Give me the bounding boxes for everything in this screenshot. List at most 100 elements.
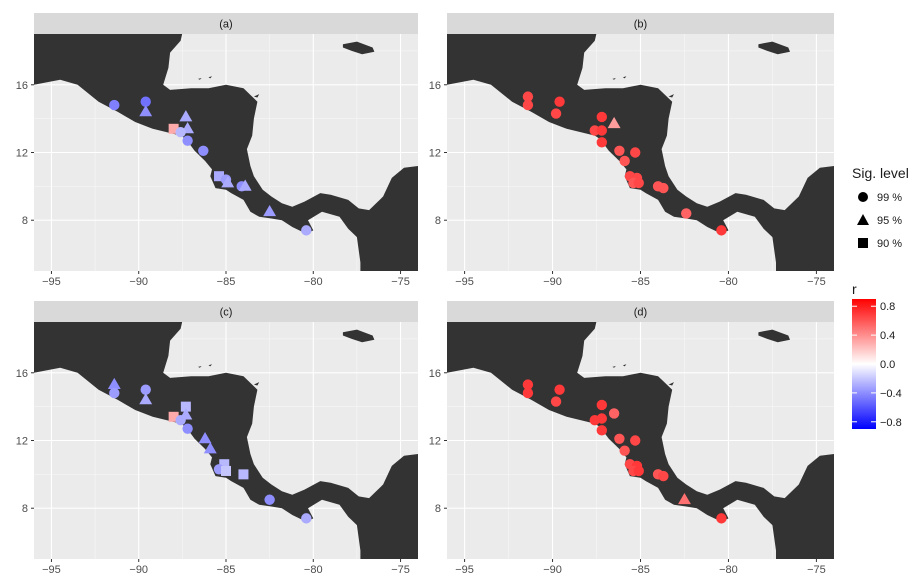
x-tick-label: −85 xyxy=(631,564,650,576)
land-island xyxy=(208,76,212,79)
panel-plot-area xyxy=(447,34,834,271)
x-tick-label: −90 xyxy=(129,564,148,576)
land-island xyxy=(208,364,212,367)
station-point-circle xyxy=(619,155,630,167)
y-tick-label: 16 xyxy=(429,80,441,92)
station-point-circle xyxy=(264,494,275,505)
land-island xyxy=(198,78,202,80)
panel-title: (c) xyxy=(220,307,233,319)
station-point-circle xyxy=(109,99,120,111)
land-island xyxy=(612,366,616,368)
panel-plot-area xyxy=(34,34,418,271)
station-point-square xyxy=(214,171,225,182)
x-tick-label: −75 xyxy=(807,564,826,576)
station-point-circle xyxy=(301,225,312,236)
legend-square-icon xyxy=(858,238,868,248)
station-point-circle xyxy=(550,108,562,119)
station-point-triangle xyxy=(221,176,235,188)
y-tick-label: 8 xyxy=(22,503,28,515)
y-tick-label: 16 xyxy=(16,80,28,92)
station-point-circle xyxy=(596,425,607,436)
land-mainland xyxy=(447,34,834,271)
land-mainland xyxy=(34,34,418,271)
station-point-circle xyxy=(614,145,625,157)
legend-significance: Sig. level 99 % 95 % 90 % xyxy=(852,165,909,250)
station-point-square xyxy=(168,123,179,134)
station-point-circle xyxy=(554,96,565,107)
x-tick-label: −75 xyxy=(391,276,410,288)
land-mainland xyxy=(447,322,834,559)
station-point-circle xyxy=(716,225,727,236)
station-point-circle xyxy=(681,208,692,219)
panel-strip xyxy=(447,301,834,322)
panel-title: (b) xyxy=(634,19,647,31)
x-tick-label: −75 xyxy=(807,276,826,288)
y-tick-label: 12 xyxy=(16,148,28,160)
station-point-circle xyxy=(301,513,312,524)
station-point-triangle xyxy=(203,442,217,454)
panel-strip xyxy=(34,301,418,322)
station-point-circle xyxy=(522,99,534,111)
y-tick-label: 16 xyxy=(16,368,28,380)
station-point-circle xyxy=(596,137,607,148)
station-point-circle xyxy=(140,96,151,107)
land-island xyxy=(758,41,790,55)
y-tick-label: 16 xyxy=(429,368,441,380)
station-point-square xyxy=(180,401,191,412)
station-point-circle xyxy=(109,387,120,399)
y-tick-label: 12 xyxy=(16,436,28,448)
legend-sig-items: 99 % 95 % 90 % xyxy=(857,192,902,250)
station-point-circle xyxy=(633,177,644,189)
station-point-triangle xyxy=(198,432,212,444)
land-island xyxy=(668,94,674,98)
station-point-circle xyxy=(658,182,669,194)
station-point-circle xyxy=(608,408,620,419)
land-island xyxy=(342,329,375,343)
station-point-circle xyxy=(182,135,193,146)
station-point-circle xyxy=(522,91,534,102)
x-tick-label: −80 xyxy=(304,564,323,576)
legend-sig-title: Sig. level xyxy=(852,165,909,181)
land-island xyxy=(198,366,202,368)
x-tick-label: −95 xyxy=(42,276,61,288)
station-point-square xyxy=(219,459,230,470)
station-point-circle xyxy=(522,387,534,399)
legend-triangle-icon xyxy=(857,214,869,225)
station-point-circle xyxy=(550,396,562,407)
station-point-triangle xyxy=(263,204,277,217)
legend-sig-label: 95 % xyxy=(877,215,902,227)
panel-title: (d) xyxy=(634,307,647,319)
station-point-circle xyxy=(596,111,607,123)
land-island xyxy=(612,78,616,80)
legend-sig-label: 90 % xyxy=(877,238,902,250)
station-point-triangle xyxy=(179,110,193,122)
station-point-circle xyxy=(175,414,186,426)
legend-colorbar: r 0.8 0.4 0.0 −0.4 −0.8 xyxy=(852,281,902,429)
land-island xyxy=(253,382,260,386)
x-tick-label: −85 xyxy=(631,276,650,288)
x-tick-label: −90 xyxy=(543,564,562,576)
station-point-circle xyxy=(630,147,641,158)
station-point-circle xyxy=(522,379,534,390)
station-point-square xyxy=(238,469,249,480)
station-point-circle xyxy=(716,513,727,524)
y-tick-label: 8 xyxy=(435,215,441,227)
x-tick-label: −90 xyxy=(129,276,148,288)
station-point-circle xyxy=(182,423,193,434)
station-point-triangle xyxy=(107,377,121,390)
colorbar-tick-label: −0.8 xyxy=(880,417,902,429)
colorbar-tick-label: −0.4 xyxy=(880,388,902,400)
station-point-triangle xyxy=(607,116,621,129)
station-point-circle xyxy=(198,145,209,157)
y-tick-label: 12 xyxy=(429,148,441,160)
panel-c: (c) −95 −90 −85 −80 −75 8 12 16 xyxy=(16,301,418,576)
y-tick-label: 8 xyxy=(22,215,28,227)
panel-strip xyxy=(34,13,418,34)
x-tick-label: −80 xyxy=(304,276,323,288)
land-island xyxy=(668,382,674,386)
panel-d: (d) −95 −90 −85 −80 −75 8 12 16 xyxy=(429,301,834,576)
land-island xyxy=(253,94,260,98)
station-point-square xyxy=(221,465,231,476)
land-island xyxy=(758,329,790,343)
